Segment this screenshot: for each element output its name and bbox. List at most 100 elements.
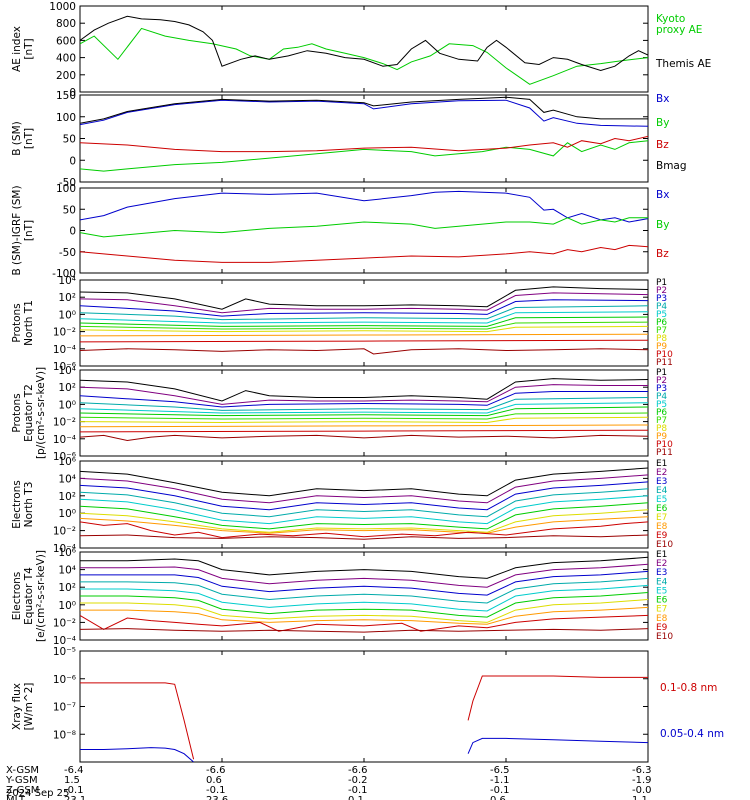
legend-label: P2 xyxy=(656,376,667,386)
series-line-bmag xyxy=(80,96,648,124)
series-line-p8 xyxy=(80,416,648,424)
legend-label: P7 xyxy=(656,326,667,336)
y-tick-label: 600 xyxy=(56,35,76,47)
series-line-p3 xyxy=(80,391,648,408)
series-line-0-05-0-4-nm xyxy=(467,737,648,754)
legend-label: P3 xyxy=(656,384,667,394)
series-line-e7 xyxy=(80,599,648,623)
legend-label: P5 xyxy=(656,310,667,320)
series-line-0-1-0-8-nm xyxy=(80,682,195,760)
series-line-e4 xyxy=(80,488,648,518)
series-line-p8 xyxy=(80,325,648,333)
y-tick-label: -50 xyxy=(59,247,76,259)
legend-label: P7 xyxy=(656,416,667,426)
legend-label: Bmag xyxy=(656,160,687,172)
series-line-e9 xyxy=(80,614,648,632)
y-axis-label: [nT] xyxy=(23,38,35,59)
y-tick-label: 10⁶ xyxy=(58,547,76,559)
legend-label: proxy AE xyxy=(656,24,702,36)
series-line-p10 xyxy=(80,339,648,343)
panel-frame xyxy=(79,650,649,763)
legend-label: P9 xyxy=(656,432,667,442)
series-line-e5 xyxy=(80,584,648,612)
series-line-e9 xyxy=(80,521,648,539)
y-tick-label: 100 xyxy=(56,183,76,195)
y-axis-label: AE index xyxy=(11,26,23,72)
series-line-e1 xyxy=(80,467,648,497)
y-tick-label: 10² xyxy=(58,491,76,503)
series-line-p1 xyxy=(80,286,648,310)
legend-label: P3 xyxy=(656,294,667,304)
y-tick-label: 0 xyxy=(69,87,76,99)
series-line-bx xyxy=(80,99,648,127)
panel-pnorth: 10⁻⁶ 10⁻⁴ 10⁻² 10⁰ 10² 10⁴ Protons North T1 P1P2… xyxy=(11,275,673,373)
y-tick-label: -50 xyxy=(59,177,76,189)
legend-label: E8 xyxy=(656,522,668,532)
legend-label: P9 xyxy=(656,342,667,352)
legend-label: P2 xyxy=(656,286,667,296)
y-tick-label: 10⁶ xyxy=(58,456,76,468)
ephemeris-value: -0.2 xyxy=(348,775,368,786)
legend-label: P10 xyxy=(656,440,673,450)
series-line-p9 xyxy=(80,424,648,428)
y-tick-label: 10⁴ xyxy=(58,365,76,377)
y-tick-label: 10² xyxy=(58,292,76,304)
ephemeris-value: -0.1 xyxy=(490,785,510,796)
series-line-p2 xyxy=(80,292,648,314)
legend-label: Bx xyxy=(656,189,669,201)
legend-label: E1 xyxy=(656,550,667,560)
series-line-by xyxy=(80,140,648,172)
legend-label: P4 xyxy=(656,302,667,312)
y-tick-label: 50 xyxy=(63,134,76,146)
legend-label: 0.1-0.8 nm xyxy=(660,682,717,694)
legend-label: E9 xyxy=(656,623,668,633)
series-line-e4 xyxy=(80,577,648,604)
legend-label: P11 xyxy=(656,358,673,368)
series-line-p6 xyxy=(80,316,648,327)
series-line-kyoto-proxy-ae xyxy=(80,27,648,85)
series-line-by xyxy=(80,217,648,238)
ephemeris-table: X-GSM -6.4 -6.6 -6.6 -6.5 -6.3 Y-GSM 1.5 0.6 -0.2… xyxy=(5,765,652,800)
panel-frame xyxy=(79,94,649,183)
legend-label: E5 xyxy=(656,586,667,596)
y-tick-label: 10⁴ xyxy=(58,275,76,287)
series-line-e10 xyxy=(80,534,648,540)
ephemeris-value: -6.5 xyxy=(490,765,510,776)
series-line-bz xyxy=(80,135,648,153)
y-axis-label: [p/(cm²-s-sr-keV)] xyxy=(35,367,47,459)
legend-label: P6 xyxy=(656,318,667,328)
panel-xray: 10⁻⁸ 10⁻⁷ 10⁻⁶ 10⁻⁵ Xray flux [W/m^2] 0.1-0.8 … xyxy=(11,646,724,763)
legend-label: P6 xyxy=(656,408,667,418)
legend-label: E8 xyxy=(656,614,668,624)
legend-label: E7 xyxy=(656,513,667,523)
series-line-e3 xyxy=(80,481,648,511)
y-tick-label: 10⁻² xyxy=(53,617,76,629)
series-line-e5 xyxy=(80,495,648,525)
ephemeris-value: -6.3 xyxy=(632,765,652,776)
y-tick-label: 10⁻⁶ xyxy=(53,361,76,373)
legend-label: E10 xyxy=(656,632,673,642)
legend-label: E2 xyxy=(656,559,667,569)
ephemeris-value: 1.5 xyxy=(64,775,80,786)
y-axis-label: Electrons xyxy=(11,572,23,621)
legend-label: P10 xyxy=(656,350,673,360)
legend-label: E3 xyxy=(656,477,667,487)
ephemeris-row-label: X-GSM xyxy=(6,765,39,776)
panel-bsm: -50 0 50 100 150 B (SM) [nT] Bx By Bz Bmag xyxy=(11,90,687,189)
y-tick-label: -100 xyxy=(52,268,76,280)
y-axis-label: [e/(cm²-s-sr-keV)] xyxy=(35,550,47,642)
ephemeris-value: -6.6 xyxy=(348,765,368,776)
series-line-e2 xyxy=(80,474,648,504)
series-line-p4 xyxy=(80,397,648,411)
legend-label: Bz xyxy=(656,248,669,260)
ephemeris-row-label: MLT xyxy=(6,795,26,800)
y-axis-label: [nT] xyxy=(23,128,35,149)
legend-label: By xyxy=(656,117,669,129)
legend-label: E2 xyxy=(656,468,667,478)
legend-label: P8 xyxy=(656,334,667,344)
legend-label: E3 xyxy=(656,568,667,578)
legend-label: E6 xyxy=(656,596,668,606)
series-line-p4 xyxy=(80,305,648,321)
y-tick-label: 10⁰ xyxy=(58,600,76,612)
